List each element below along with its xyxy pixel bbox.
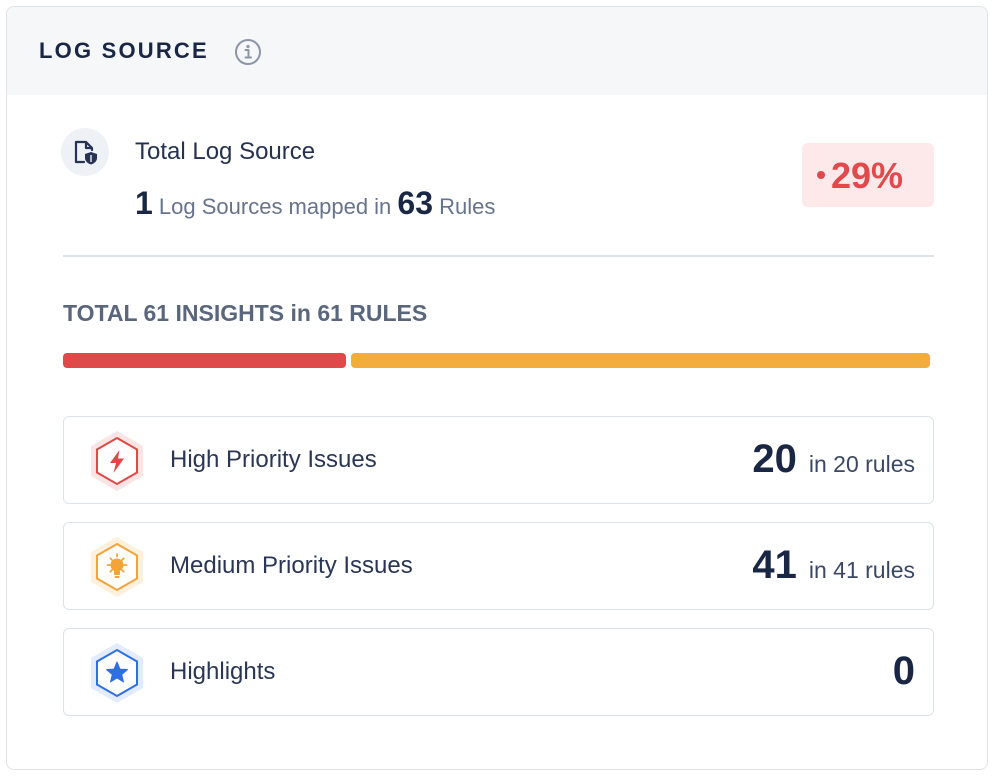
medium-priority-row[interactable]: Medium Priority Issues 41 in 41 rules xyxy=(63,522,934,610)
issue-count: 41 xyxy=(752,543,797,587)
insights-bar-segment-high xyxy=(63,353,346,368)
log-source-card: LOG SOURCE Total Log Source 1 Log Source… xyxy=(6,6,988,770)
trend-value: 29% xyxy=(831,155,904,196)
mapped-rules-count: 63 xyxy=(397,185,434,221)
log-source-summary: 1 Log Sources mapped in 63 Rules xyxy=(135,185,495,222)
issue-label: High Priority Issues xyxy=(170,446,377,473)
issue-stats: 20 in 20 rules xyxy=(752,437,915,482)
issue-rules-text: in 20 rules xyxy=(808,451,915,477)
insights-distribution-bar xyxy=(63,353,930,368)
card-title: LOG SOURCE xyxy=(39,38,209,63)
card-header: LOG SOURCE xyxy=(7,7,987,95)
document-shield-icon xyxy=(74,140,97,165)
trend-dot xyxy=(817,171,825,179)
log-source-count: 1 xyxy=(135,185,153,221)
insights-title: TOTAL 61 INSIGHTS in 61 RULES xyxy=(63,300,428,326)
issue-label: Highlights xyxy=(170,658,276,685)
issue-stats: 41 in 41 rules xyxy=(752,543,915,588)
log-source-icon-circle xyxy=(61,128,109,176)
trend-badge: 29% xyxy=(802,143,934,207)
highlights-row[interactable]: Highlights 0 xyxy=(63,628,934,716)
issue-count: 0 xyxy=(892,649,915,693)
info-circle-icon[interactable] xyxy=(234,38,262,66)
insights-bar-segment-medium xyxy=(350,353,930,368)
issue-label: Medium Priority Issues xyxy=(170,552,413,579)
total-log-source-title: Total Log Source xyxy=(135,138,316,165)
mapped-rules-text: Rules xyxy=(439,194,496,219)
lightning-bolt-icon xyxy=(91,431,143,491)
issue-rules-text: in 41 rules xyxy=(808,557,915,583)
log-source-count-text: Log Sources mapped in xyxy=(158,194,392,219)
section-divider xyxy=(63,255,934,257)
star-icon xyxy=(91,643,143,703)
issue-count: 20 xyxy=(752,437,797,481)
issue-stats: 0 xyxy=(893,649,915,694)
lightbulb-icon xyxy=(91,537,143,597)
high-priority-row[interactable]: High Priority Issues 20 in 20 rules xyxy=(63,416,934,504)
